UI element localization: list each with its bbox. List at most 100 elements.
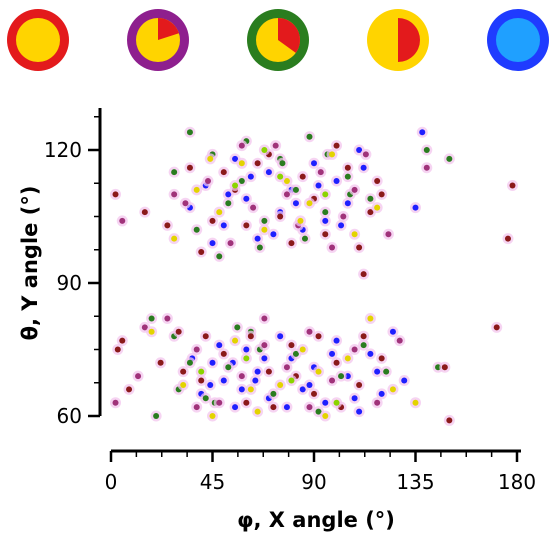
data-point [288,240,295,247]
data-point [333,399,340,406]
legend-marker [7,9,69,71]
legend-slice [278,18,300,53]
data-point [322,209,329,216]
data-point [367,195,374,202]
data-point [261,315,268,322]
data-point [157,359,164,366]
data-point [292,186,299,193]
data-point [315,333,322,340]
data-point [243,195,250,202]
data-point [423,147,430,153]
data-point [232,404,239,411]
legend-marker [247,9,309,71]
data-point [114,346,121,353]
data-point [207,155,214,162]
data-point [186,164,193,171]
x-tick-label: 0 [105,470,118,494]
y-tick-label: 120 [44,138,82,162]
data-point [180,381,187,388]
data-point [360,164,367,171]
data-point [119,217,126,224]
data-point [270,404,277,411]
data-point [367,209,374,216]
data-point [243,222,250,229]
data-point [198,368,205,375]
legend-fill [496,18,540,62]
data-point [322,191,329,198]
data-point [315,182,322,189]
data-point [351,186,358,193]
data-point [322,413,329,419]
data-point [198,248,205,255]
y-ticks: 60 90 120 [44,116,100,428]
data-point [193,346,200,353]
data-point [234,324,241,331]
data-point [446,417,453,424]
data-point [344,173,351,180]
data-point [198,377,205,384]
data-point [193,186,200,193]
legend-marker [127,9,189,71]
legend-marker [487,9,549,71]
data-point [247,173,254,180]
data-point [254,235,261,242]
data-point [135,373,142,380]
data-point [362,151,369,158]
data-point [252,377,259,384]
data-point [378,355,385,362]
data-point [182,200,189,207]
data-point [227,240,234,247]
data-point [247,333,254,340]
data-point [306,328,313,335]
x-tick-label: 135 [396,470,434,494]
data-point [315,408,322,415]
data-point [374,204,381,211]
x-ticks: 0 45 90 135 180 [105,451,536,494]
data-point [509,182,516,189]
data-point [356,381,363,388]
legend-slice [398,18,420,62]
data-point [186,129,193,136]
data-point [261,226,268,233]
data-point [220,222,227,229]
data-point [351,395,358,402]
data-point [261,342,268,349]
data-point [254,408,261,415]
data-point [306,381,313,388]
data-point [396,337,403,344]
data-point [306,133,313,140]
data-point [423,164,430,171]
data-point [261,147,268,153]
data-point [338,373,345,380]
data-point [193,404,200,411]
data-point [299,386,306,393]
x-axis-title: φ, X angle (°) [237,508,395,532]
data-point [333,337,340,344]
data-point [279,160,286,167]
data-point [232,182,239,189]
data-point [112,399,119,406]
data-point [333,359,340,366]
data-point [216,342,223,349]
y-axis-title: θ, Y angle (°) [18,186,42,341]
data-point [164,315,171,322]
data-point [322,231,329,238]
data-point [311,160,317,167]
data-point [193,226,200,233]
axes [98,108,521,453]
data-point [243,346,250,353]
data-point [378,390,385,397]
x-tick-label: 90 [301,470,326,494]
data-point [270,390,277,397]
data-point [412,204,419,211]
data-point [315,368,322,375]
data-point [243,399,250,406]
data-point [329,151,336,158]
data-point [360,333,367,340]
data-point [171,169,178,176]
data-point [367,350,374,357]
data-point [297,217,304,224]
data-point [329,244,336,251]
legend-marker [367,9,429,71]
data-point [283,178,290,185]
